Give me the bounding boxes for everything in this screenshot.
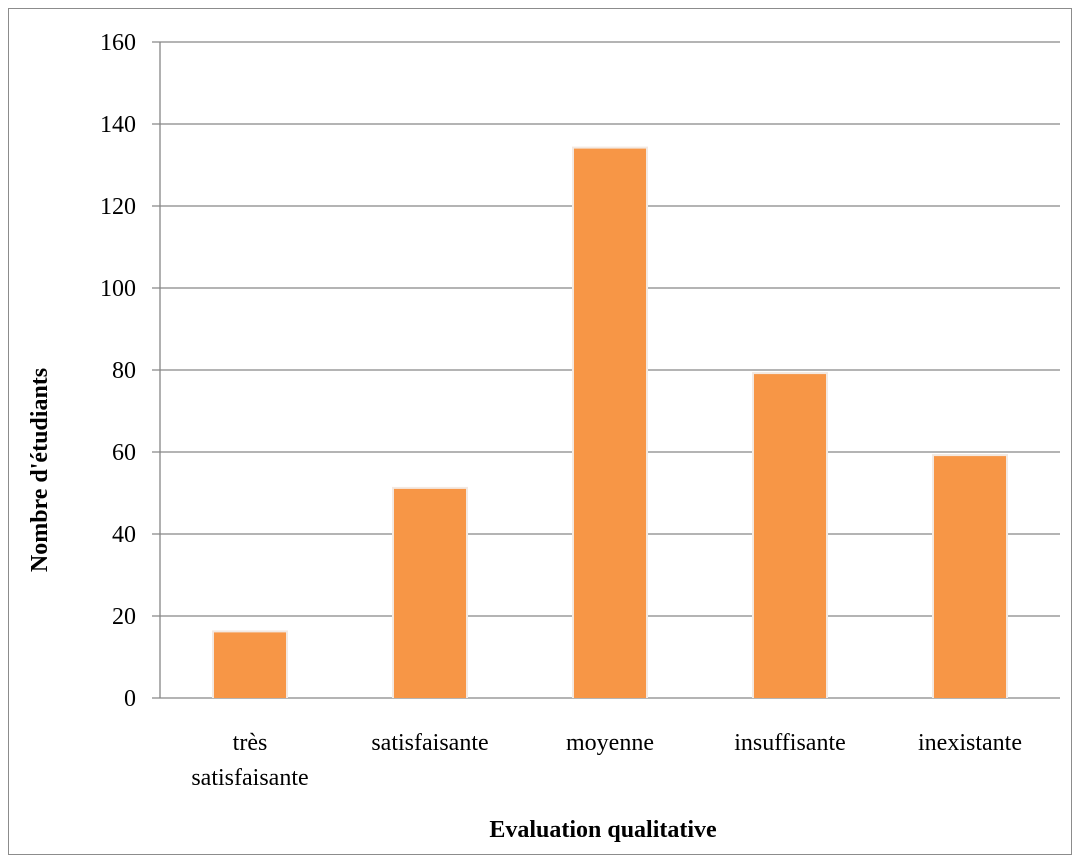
y-axis-title: Nombre d'étudiants xyxy=(27,368,53,572)
x-tick-label-1-0: satisfaisante xyxy=(371,730,488,756)
bar-1 xyxy=(394,488,466,698)
y-tick-label-100: 100 xyxy=(100,276,136,302)
y-tick-labels: 0 20 40 60 80 100 120 140 160 xyxy=(100,30,136,712)
gridlines xyxy=(152,41,1060,699)
x-tick-labels: très satisfaisante satisfaisante moyenne ins… xyxy=(191,730,1022,791)
y-tick-label-0: 0 xyxy=(124,686,136,712)
x-tick-label-2-0: moyenne xyxy=(566,730,654,756)
y-tick-label-120: 120 xyxy=(100,194,136,220)
chart-frame xyxy=(8,8,1072,855)
bar-3 xyxy=(754,374,826,698)
x-tick-label-0-0: très xyxy=(233,730,268,756)
y-tick-label-140: 140 xyxy=(100,112,136,138)
bar-4 xyxy=(934,456,1006,698)
y-tick-label-40: 40 xyxy=(112,522,136,548)
y-tick-label-160: 160 xyxy=(100,30,136,56)
x-tick-label-4-0: inexistante xyxy=(918,730,1022,756)
y-tick-label-20: 20 xyxy=(112,604,136,630)
y-tick-label-60: 60 xyxy=(112,440,136,466)
x-tick-label-3-0: insuffisante xyxy=(734,730,846,756)
bars xyxy=(212,146,1008,699)
x-tick-label-0-1: satisfaisante xyxy=(191,765,308,791)
y-tick-label-80: 80 xyxy=(112,358,136,384)
bar-2 xyxy=(574,148,646,699)
bar-0 xyxy=(214,632,286,698)
x-axis-title: Evaluation qualitative xyxy=(489,817,717,843)
